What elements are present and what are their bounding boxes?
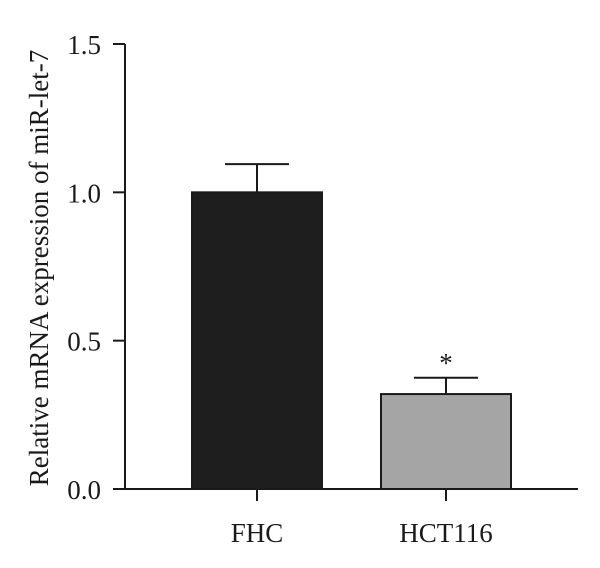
y-tick-label: 1.0	[67, 178, 101, 208]
bar-fhc	[191, 191, 323, 490]
bar-hct116	[380, 393, 512, 491]
y-tick-label: 0.0	[67, 475, 101, 505]
x-tick-label: HCT116	[399, 518, 493, 548]
y-tick-label: 0.5	[67, 327, 101, 357]
significance-marker: *	[439, 348, 453, 378]
bars: *	[191, 163, 512, 491]
x-axis: FHC HCT116	[125, 488, 578, 548]
y-axis-label: Relative mRNA expression of miR-let-7	[24, 50, 54, 486]
y-axis: 0.0 0.5 1.0 1.5	[67, 30, 126, 505]
x-tick-label: FHC	[231, 518, 284, 548]
y-tick-label: 1.5	[67, 30, 101, 60]
